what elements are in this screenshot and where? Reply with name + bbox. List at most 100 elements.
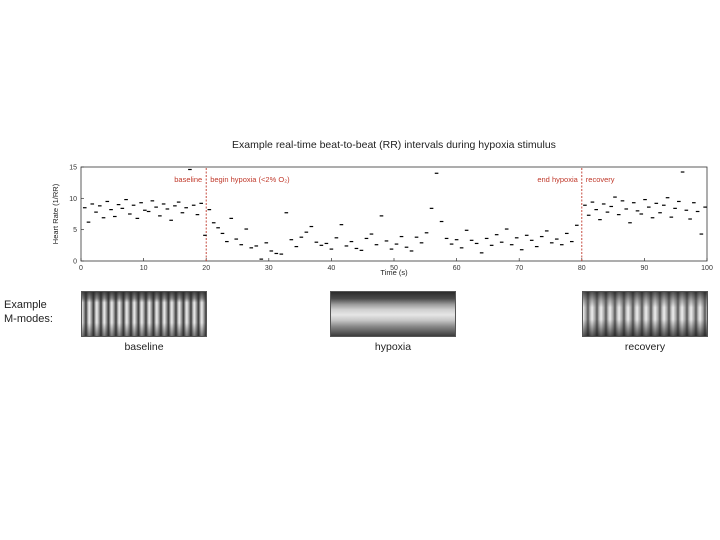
data-point [394,243,399,245]
mmode-label-recovery: recovery [624,341,666,353]
data-point [514,237,519,239]
mmode-image-hypoxia [330,291,456,337]
mmode-panel-hypoxia: hypoxia [330,291,456,353]
y-axis-label: Heart Rate (1/RR) [51,183,60,244]
data-point [116,204,121,206]
data-point [334,237,339,239]
data-point [229,217,234,219]
data-point [211,222,216,224]
data-point [109,209,113,211]
data-point [105,200,110,203]
data-point [665,197,670,199]
data-point [289,239,294,241]
data-point [444,237,449,240]
data-point [389,248,394,250]
data-point [161,203,166,205]
data-point [128,213,132,215]
data-point [90,203,95,205]
data-point [264,242,269,244]
x-tick-label: 60 [453,265,461,272]
data-point [643,198,647,201]
mmode-panel-baseline: baseline [81,291,207,353]
data-point [650,217,655,219]
data-point [699,233,704,235]
data-point [97,205,102,207]
data-point [484,237,489,240]
data-point [158,215,162,217]
y-tick-label: 0 [73,259,77,266]
data-point [101,217,106,219]
data-point [529,239,534,241]
data-point [609,205,614,208]
data-point [409,250,414,252]
data-point [120,207,125,209]
data-point [404,246,409,248]
data-point [176,201,181,203]
data-point [173,205,177,207]
data-point [590,201,595,203]
data-point [150,200,155,202]
data-point [284,212,289,214]
data-point [207,209,212,211]
mmode-heading-line2: M-modes: [4,313,53,325]
data-point [519,249,524,251]
data-point [669,216,674,218]
data-point [688,218,692,220]
data-point [658,212,662,214]
data-point [673,207,677,209]
data-point [605,211,610,213]
data-point [703,206,707,208]
data-point [631,202,636,204]
mmode-image-recovery [582,291,708,337]
data-point [203,234,207,236]
data-point [146,210,151,213]
data-point [339,224,344,226]
data-point [279,253,284,255]
y-tick-label: 5 [73,227,77,234]
data-point [464,229,469,231]
data-point [220,232,225,235]
data-point [574,224,579,226]
x-tick-label: 80 [578,265,586,272]
data-point [309,225,314,228]
data-point [554,238,559,240]
x-tick-label: 90 [641,265,649,272]
data-point [349,240,354,243]
data-point [216,227,220,229]
x-tick-label: 30 [265,265,273,272]
data-point [314,241,319,243]
data-point [639,213,644,215]
annotation-right-label: recovery [586,175,615,184]
data-point [199,202,203,204]
data-point [244,228,249,230]
data-point [184,207,188,209]
data-point [504,228,509,230]
data-point [509,244,514,246]
data-point [191,204,196,206]
mmode-label-baseline: baseline [124,341,164,353]
data-point [94,211,98,213]
data-point [454,239,459,241]
data-point [369,233,374,235]
data-point [82,207,87,209]
data-point [344,245,349,247]
data-point [249,247,254,249]
data-point [86,221,91,223]
data-point [594,209,598,211]
data-point [329,248,334,250]
data-point [234,238,239,240]
mmode-image-baseline [81,291,207,337]
data-point [677,200,681,203]
data-point [165,208,170,210]
x-tick-label: 0 [79,265,83,272]
data-point [225,240,229,243]
data-point [239,244,244,246]
data-point [469,239,474,241]
data-point [259,258,264,260]
data-point [692,202,696,204]
y-tick-label: 15 [69,165,77,172]
data-point [154,206,158,208]
data-point [124,198,128,201]
data-point [384,240,389,242]
data-point [374,244,379,246]
